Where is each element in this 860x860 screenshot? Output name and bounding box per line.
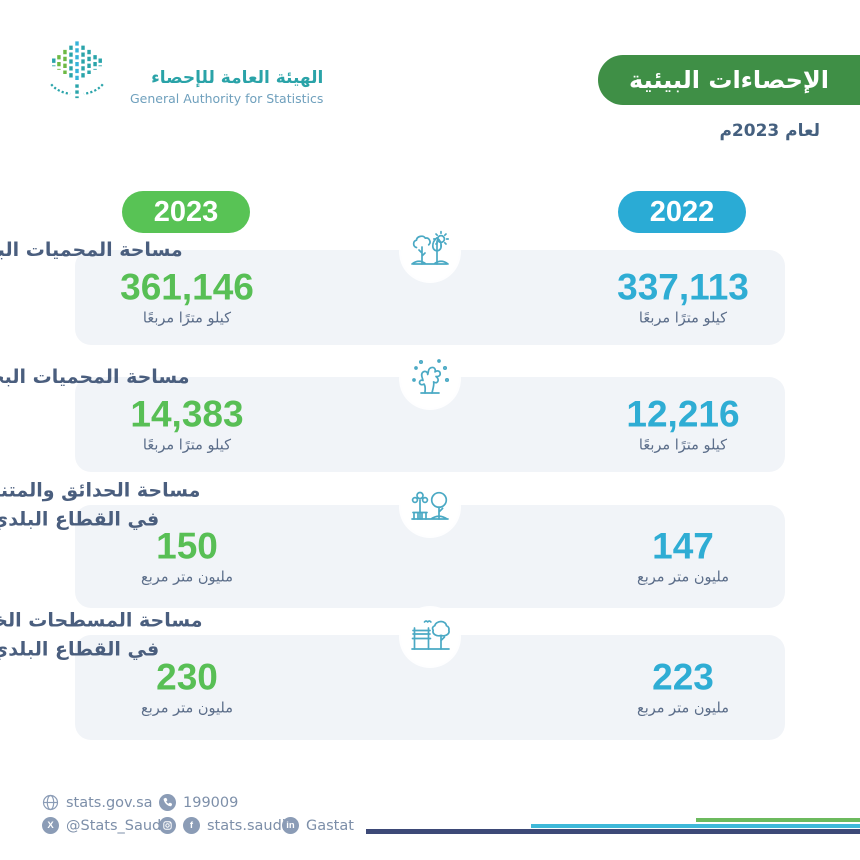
green-spaces-icon xyxy=(411,620,450,650)
stat-label: مساحة المسطحات الخضراء في القطاع البلدي xyxy=(0,607,220,664)
marine-reserves-icon xyxy=(412,359,450,394)
facebook-icon: f xyxy=(183,817,200,834)
stat-number: 12,216 xyxy=(626,393,740,435)
stat-label: مساحة المحميات البرية xyxy=(0,236,220,265)
stat-number: 14,383 xyxy=(130,393,244,435)
x-icon: X xyxy=(42,817,59,834)
stat-unit: مليون متر مربع xyxy=(141,569,233,586)
stat-card-marine-reserves: 14,383 كيلو مترًا مربعًا مساحة المحميات … xyxy=(0,350,785,472)
stat-number: 147 xyxy=(652,525,714,567)
stat-unit: كيلو مترًا مربعًا xyxy=(142,437,232,454)
year-pill-2023: 2023 xyxy=(122,191,250,233)
parks-icon xyxy=(411,491,449,520)
stat-label: مساحة الحدائق والمتنزهات في القطاع البلد… xyxy=(0,477,220,534)
stat-unit: مليون متر مربع xyxy=(637,700,729,717)
x-handle-label: @Stats_Saudi xyxy=(66,817,166,834)
stat-label-line2: في القطاع البلدي xyxy=(0,508,160,530)
stat-value-2022: 223 مليون متر مربع xyxy=(583,656,783,717)
decorative-line-cyan xyxy=(531,823,860,828)
decorative-line-green xyxy=(696,818,860,822)
icon-circle xyxy=(401,478,459,536)
stat-label-line2: في القطاع البلدي xyxy=(0,638,160,660)
icon-circle xyxy=(401,223,459,281)
stat-unit: كيلو مترًا مربعًا xyxy=(638,437,728,454)
stat-number: 230 xyxy=(156,656,218,698)
stat-value-2022: 337,113 كيلو مترًا مربعًا xyxy=(583,266,783,327)
stat-number: 361,146 xyxy=(120,266,254,308)
report-year-subtitle: لعام 2023م xyxy=(719,121,820,141)
social-handle-label: stats.saudi xyxy=(207,817,286,834)
stat-card-green-spaces: 230 مليون متر مربع مساحة المسطحات الخضرا… xyxy=(0,608,785,740)
stat-card-land-reserves: 361,146 كيلو مترًا مربعًا مساحة المحميات… xyxy=(0,223,785,345)
stat-label-line1: مساحة المحميات البرية xyxy=(0,238,183,261)
stat-value-2023: 14,383 كيلو مترًا مربعًا xyxy=(87,393,287,454)
icon-circle xyxy=(401,350,459,408)
stat-label: مساحة المحميات البحرية xyxy=(0,363,220,392)
stat-unit: كيلو مترًا مربعًا xyxy=(638,310,728,327)
stat-label-line1: مساحة المسطحات الخضراء xyxy=(0,609,203,632)
icon-circle xyxy=(401,608,459,666)
logo-title-english: General Authority for Statistics xyxy=(130,91,324,106)
footer-website: stats.gov.sa xyxy=(42,794,153,811)
linkedin-handle-label: Gastat xyxy=(306,817,354,834)
land-reserves-icon xyxy=(411,230,450,265)
report-title-banner: الإحصاءات البيئية xyxy=(598,55,860,105)
stat-number: 337,113 xyxy=(617,266,749,308)
website-label: stats.gov.sa xyxy=(66,794,153,811)
stat-value-2022: 12,216 كيلو مترًا مربعًا xyxy=(583,393,783,454)
stat-value-2023: 230 مليون متر مربع xyxy=(87,656,287,717)
footer-x-account: X @Stats_Saudi xyxy=(42,817,165,834)
globe-icon xyxy=(42,794,59,811)
stat-label-line1: مساحة الحدائق والمتنزهات xyxy=(0,479,201,502)
year-pill-2022: 2022 xyxy=(618,191,746,233)
decorative-line-navy xyxy=(366,829,860,834)
phone-label: 199009 xyxy=(183,794,239,811)
stat-label-line1: مساحة المحميات البحرية xyxy=(0,365,190,388)
stat-value-2022: 147 مليون متر مربع xyxy=(583,525,783,586)
linkedin-icon: in xyxy=(282,817,299,834)
stat-card-parks: 150 مليون متر مربع مساحة الحدائق والمتنز… xyxy=(0,478,785,608)
phone-icon xyxy=(159,794,176,811)
stat-number: 223 xyxy=(652,656,714,698)
instagram-icon xyxy=(159,817,176,834)
footer-social-accounts: f stats.saudi xyxy=(159,817,286,834)
gastat-logo: الهيئة العامة للإحصاء General Authority … xyxy=(34,32,323,116)
footer-linkedin-account: in Gastat xyxy=(282,817,354,834)
stat-value-2023: 361,146 كيلو مترًا مربعًا xyxy=(87,266,287,327)
stat-unit: مليون متر مربع xyxy=(637,569,729,586)
stat-number: 150 xyxy=(156,525,218,567)
stat-value-2023: 150 مليون متر مربع xyxy=(87,525,287,586)
footer-phone: 199009 xyxy=(159,794,238,811)
logo-title-arabic: الهيئة العامة للإحصاء xyxy=(151,68,324,88)
stat-unit: كيلو مترًا مربعًا xyxy=(142,310,232,327)
stat-unit: مليون متر مربع xyxy=(141,700,233,717)
report-title: الإحصاءات البيئية xyxy=(628,66,829,94)
gastat-palm-logo-icon xyxy=(50,41,104,99)
